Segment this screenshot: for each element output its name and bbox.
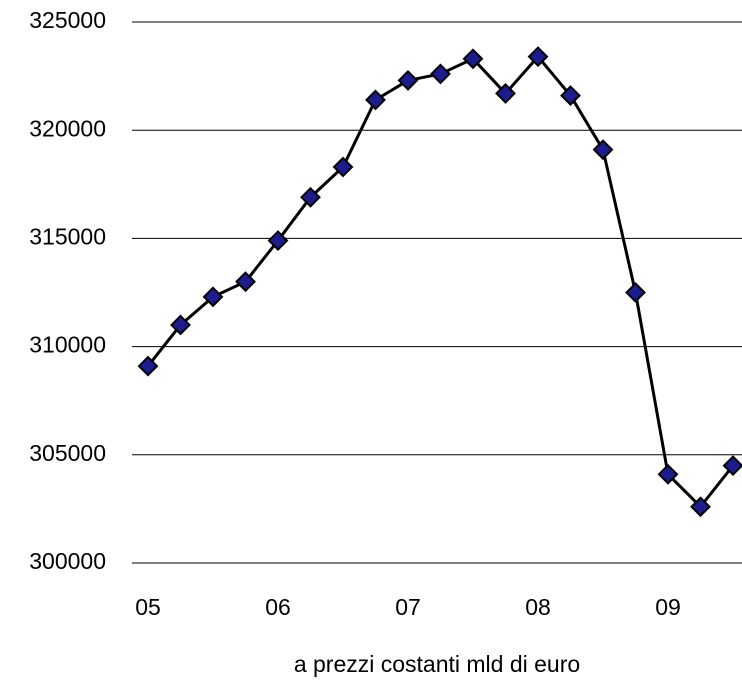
- x-tick-label: 06: [265, 594, 291, 620]
- data-point: [430, 63, 451, 85]
- x-axis-label: a prezzi costanti mld di euro: [294, 651, 580, 677]
- x-tick-label: 05: [135, 594, 161, 620]
- data-point: [495, 82, 516, 104]
- x-tick-label: 07: [395, 594, 421, 620]
- data-point: [397, 70, 419, 91]
- y-tick-label: 310000: [29, 332, 106, 358]
- data-point: [625, 282, 646, 303]
- y-tick-label: 325000: [29, 7, 106, 33]
- data-point: [235, 271, 256, 293]
- data-point: [332, 156, 354, 178]
- data-point: [365, 89, 386, 111]
- y-tick-label: 300000: [29, 548, 106, 574]
- data-point: [170, 314, 191, 336]
- data-point: [722, 455, 742, 477]
- data-point: [137, 355, 159, 377]
- data-point: [690, 496, 711, 518]
- data-point: [527, 46, 549, 68]
- x-tick-label: 09: [655, 594, 681, 620]
- x-tick-label: 08: [525, 594, 551, 620]
- data-point: [657, 463, 679, 485]
- data-point: [592, 139, 614, 161]
- y-tick-label: 305000: [29, 440, 106, 466]
- data-point: [202, 286, 224, 308]
- data-point: [300, 186, 321, 208]
- data-point: [462, 48, 484, 70]
- y-tick-label: 320000: [29, 115, 106, 141]
- data-point: [560, 85, 581, 106]
- data-point: [267, 230, 289, 251]
- y-tick-label: 315000: [29, 223, 106, 249]
